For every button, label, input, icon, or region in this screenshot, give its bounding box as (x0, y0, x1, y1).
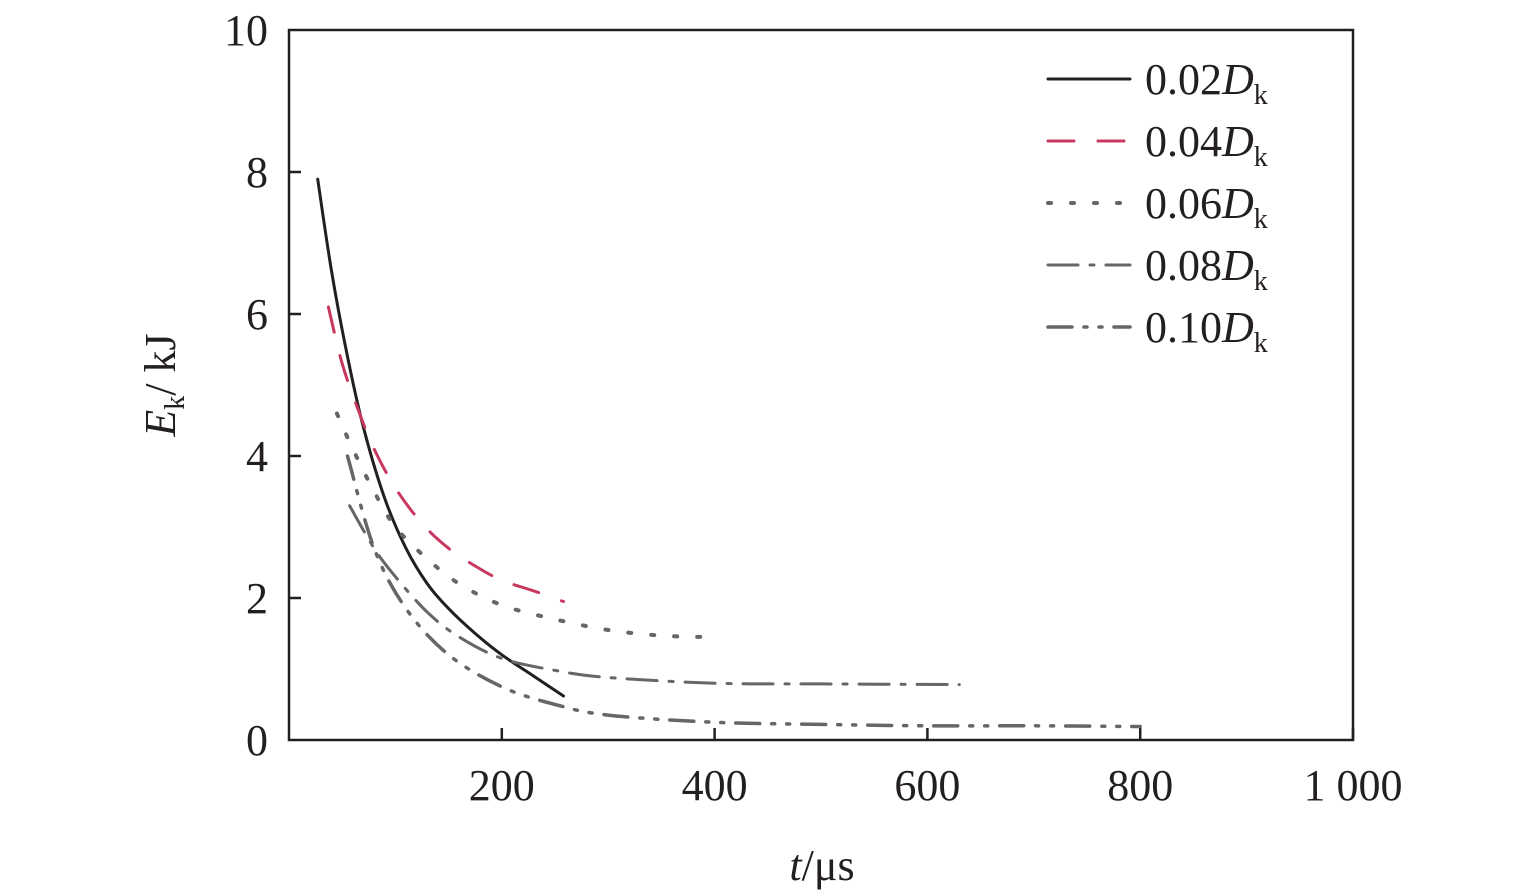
x-axis-unit: /μs (802, 841, 855, 890)
y-tick-label: 6 (246, 290, 268, 339)
legend-label-5: 0.10Dk (1145, 303, 1268, 359)
y-tick-label: 10 (224, 6, 268, 55)
x-axis-title: t/μs (789, 841, 854, 890)
legend: 0.02Dk 0.04Dk 0.06Dk 0.08Dk 0.10Dk (1046, 55, 1268, 359)
y-tick-label: 4 (246, 432, 268, 481)
series-line-2 (326, 305, 565, 603)
y-tick-label: 8 (246, 148, 268, 197)
series-line-1 (316, 177, 565, 698)
x-tick-label: 400 (682, 761, 748, 810)
legend-label-2: 0.04Dk (1145, 117, 1268, 173)
series-line-4 (348, 504, 961, 687)
x-tick-label: 800 (1107, 761, 1173, 810)
x-tick-label: 1 000 (1304, 761, 1403, 810)
y-axis-variable: E (136, 410, 185, 438)
y-axis-unit: / kJ (136, 333, 185, 395)
y-axis-subscript: k (160, 396, 191, 410)
y-axis-title: Ek/ kJ (136, 333, 191, 437)
series-line-3 (334, 411, 712, 639)
x-axis-variable: t (789, 841, 803, 890)
legend-label-1: 0.02Dk (1145, 55, 1268, 111)
y-axis-ticks: 0 2 4 6 8 10 (224, 6, 301, 765)
x-tick-label: 200 (469, 761, 535, 810)
plot-frame (287, 28, 1355, 742)
legend-label-3: 0.06Dk (1145, 179, 1268, 235)
y-tick-label: 2 (246, 574, 268, 623)
series-layer (316, 177, 1142, 729)
legend-label-4: 0.08Dk (1145, 241, 1268, 297)
y-tick-label: 0 (246, 716, 268, 765)
series-line-5 (345, 454, 1142, 729)
x-tick-label: 600 (894, 761, 960, 810)
x-axis-ticks: 200 400 600 800 1 000 (469, 728, 1403, 810)
